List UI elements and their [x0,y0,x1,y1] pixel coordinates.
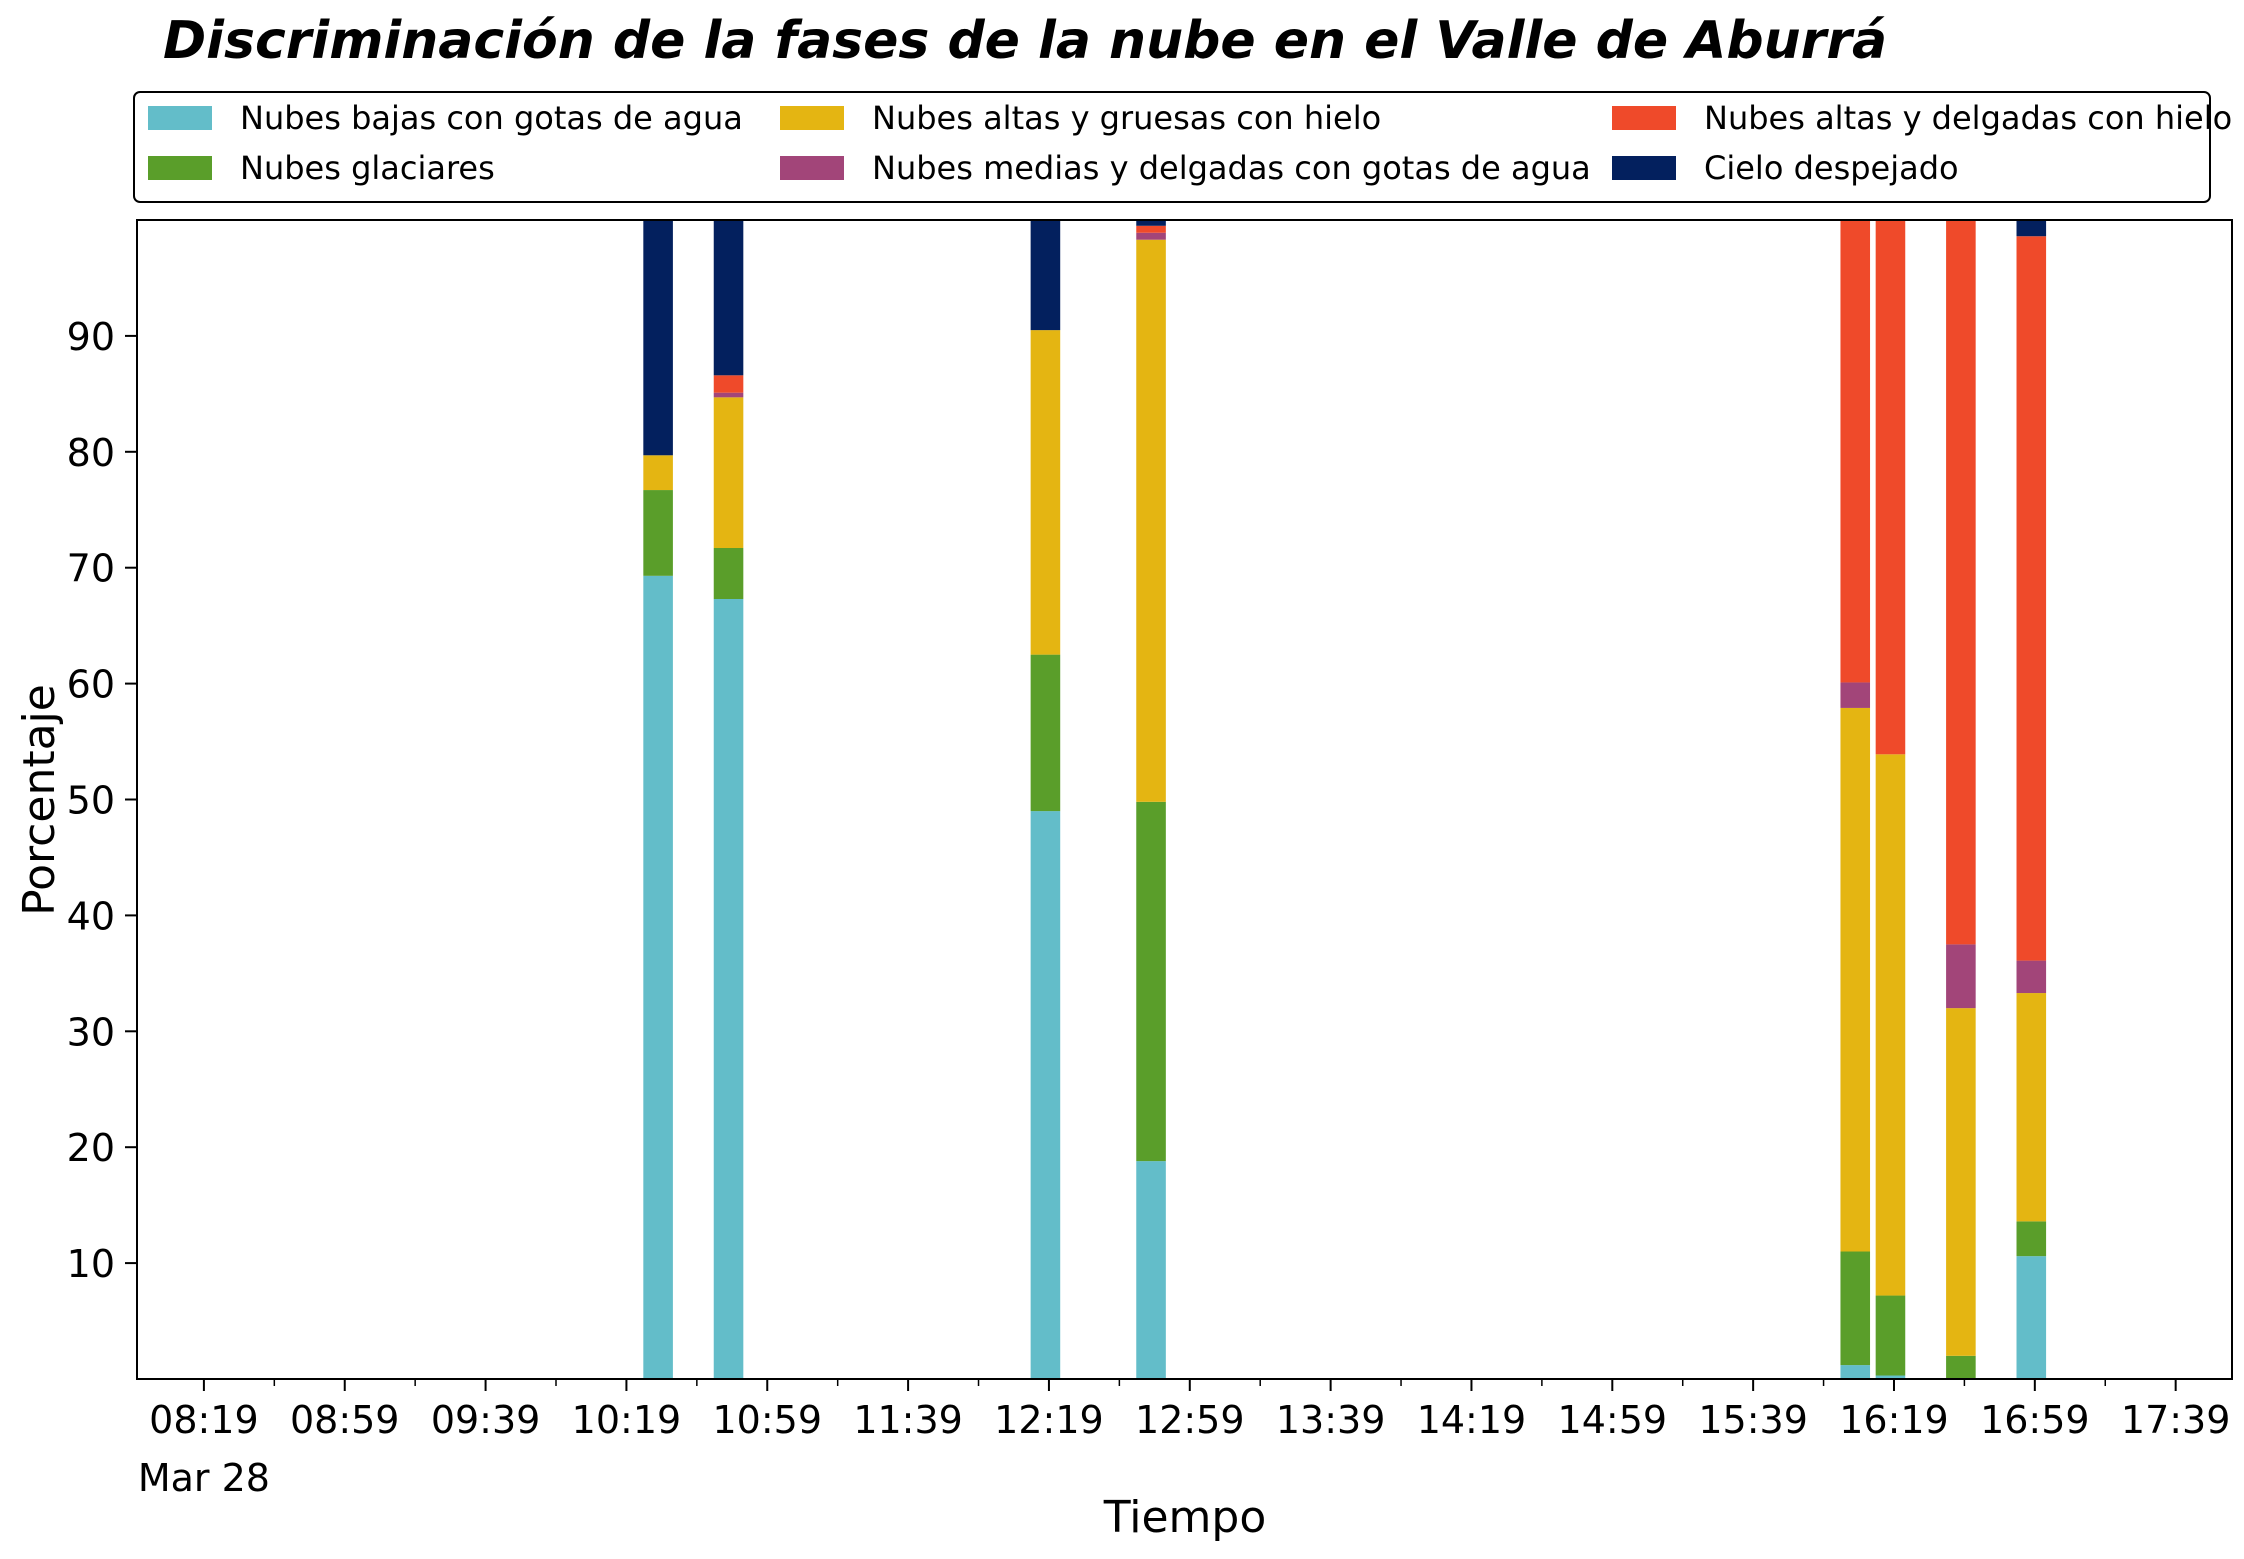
legend-label: Nubes altas y delgadas con hielo [1704,99,2232,137]
bar-segment [1840,220,1871,683]
bar-segment [643,575,673,1379]
bar-segment [1946,1008,1976,1356]
bar-segment [1136,220,1166,226]
bar-segment [1840,707,1871,1252]
bar-segment [713,392,744,398]
x-axis-label: Tiempo [1103,1492,1267,1543]
y-tick-label: 40 [67,894,115,938]
bar-segment [1875,754,1906,1296]
bar-segment [1875,1295,1906,1376]
y-axis-label: Porcentaje [14,684,65,916]
x-date-label: Mar 28 [138,1456,270,1500]
plot-frame [136,219,2233,1380]
legend-label: Cielo despejado [1704,149,1959,187]
legend-items: Nubes bajas con gotas de agua Nubes glaci… [148,99,2232,187]
bar-segment [1946,1355,1976,1379]
bar-segment [1840,1365,1871,1379]
x-tick-label: 17:39 [2121,1398,2231,1442]
bar-segment [713,375,744,393]
legend-swatch [780,156,844,180]
bars [643,220,2047,1379]
bar-segment [1946,220,1976,945]
x-tick-label: 08:19 [149,1398,259,1442]
x-tick-label: 14:19 [1417,1398,1527,1442]
bar-segment [1875,1375,1906,1379]
bar-segment [2016,993,2047,1222]
legend-label: Nubes glaciares [240,149,495,187]
x-tick-label: 10:59 [713,1398,823,1442]
bar-segment [1840,682,1871,708]
legend-label: Nubes altas y gruesas con hielo [872,99,1381,137]
legend-swatch [780,106,844,130]
legend-frame [133,91,2211,203]
bar-segment [1136,801,1166,1162]
legend-swatch [148,156,212,180]
x-tick-label: 12:19 [994,1398,1104,1442]
y-tick-label: 90 [67,315,115,359]
legend-swatch [1612,156,1676,180]
x-tick-label: 14:59 [1558,1398,1668,1442]
bar-segment [713,397,744,548]
bar-segment [643,455,673,491]
bar-segment [1030,220,1061,331]
x-tick-label: 16:59 [1980,1398,2090,1442]
bar-segment [643,220,673,456]
y-tick-label: 80 [67,431,115,475]
bar-segment [1136,1161,1166,1379]
x-tick-label: 08:59 [290,1398,400,1442]
bar-segment [2016,1256,2047,1379]
y-tick-label: 20 [67,1126,115,1170]
bar-segment [2016,1221,2047,1257]
plot-area: 10 20 30 40 50 60 70 80 90 08:19 08:59 09:39 10:19 1… [67,219,2233,1500]
y-tick-label: 70 [67,547,115,591]
bar-segment [1030,330,1061,655]
x-tick-label: 09:39 [431,1398,541,1442]
legend-swatch [148,106,212,130]
bar-segment [1840,1251,1871,1366]
x-axis: 08:19 08:59 09:39 10:19 10:59 11:39 12:19 12:59… [138,1379,2231,1500]
bar-segment [1875,220,1906,755]
bar-segment [2016,220,2047,237]
legend-label: Nubes medias y delgadas con gotas de agu… [872,149,1591,187]
y-tick-label: 10 [67,1242,115,1286]
bar-segment [1136,225,1166,233]
x-tick-label: 13:39 [1276,1398,1386,1442]
bar-segment [1136,232,1166,240]
bar-segment [1030,654,1061,812]
bar-segment [2016,236,2047,961]
chart-title: Discriminación de la fases de la nube en… [163,11,1887,71]
x-tick-label: 16:19 [1839,1398,1949,1442]
bar-segment [713,220,744,376]
x-tick-label: 11:39 [853,1398,963,1442]
y-tick-label: 60 [67,663,115,707]
bar-segment [1946,944,1976,1009]
y-axis: 10 20 30 40 50 60 70 80 90 [67,315,137,1286]
y-tick-label: 50 [67,779,115,823]
legend-label: Nubes bajas con gotas de agua [240,99,743,137]
bar-segment [2016,960,2047,994]
bar-segment [643,490,673,576]
bar-segment [713,548,744,599]
legend-swatch [1612,106,1676,130]
legend: Nubes bajas con gotas de agua Nubes glaci… [133,91,2232,203]
bar-segment [1030,811,1061,1379]
x-tick-label: 10:19 [572,1398,682,1442]
bar-segment [1136,239,1166,802]
x-tick-label: 15:39 [1698,1398,1808,1442]
bar-segment [713,598,744,1379]
x-tick-label: 12:59 [1135,1398,1245,1442]
y-tick-label: 30 [67,1010,115,1054]
